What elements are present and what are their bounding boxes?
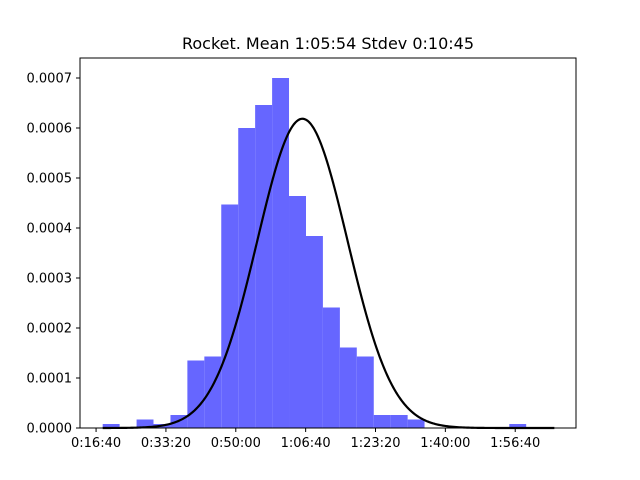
histogram-bar-4 bbox=[187, 360, 205, 428]
x-tick-label-1: 0:33:20 bbox=[141, 436, 191, 451]
histogram-bar-5 bbox=[204, 356, 222, 428]
plot-frame bbox=[79, 57, 577, 429]
histogram-bar-18 bbox=[509, 424, 527, 428]
histogram-bar-9 bbox=[272, 78, 290, 428]
chart-title: Rocket. Mean 1:05:54 Stdev 0:10:45 bbox=[182, 34, 474, 53]
y-tick-label-1: 0.0001 bbox=[27, 372, 73, 387]
x-tick-label-0: 0:16:40 bbox=[71, 436, 121, 451]
histogram-bar-14 bbox=[356, 356, 374, 428]
x-tick-label-6: 1:56:40 bbox=[490, 436, 540, 451]
x-tick-label-3: 1:06:40 bbox=[281, 436, 331, 451]
y-tick-label-4: 0.0004 bbox=[27, 222, 73, 237]
x-axis-ticks: 0:16:40 0:33:20 0:50:00 1:06:40 1:23:20 1:40:… bbox=[71, 428, 540, 451]
y-tick-label-0: 0.0000 bbox=[27, 422, 73, 437]
histogram-bar-8 bbox=[255, 105, 273, 428]
histogram-bar-12 bbox=[322, 307, 340, 428]
x-tick-label-4: 1:23:20 bbox=[350, 436, 400, 451]
histogram-bar-7 bbox=[238, 128, 256, 428]
y-tick-label-3: 0.0003 bbox=[27, 272, 73, 287]
histogram-bar-0 bbox=[102, 424, 120, 428]
histogram-bar-13 bbox=[339, 347, 357, 428]
x-tick-label-5: 1:40:00 bbox=[420, 436, 470, 451]
histogram-bar-16 bbox=[390, 415, 408, 428]
y-axis-ticks: 0.0000 0.0001 0.0002 0.0003 0.0004 0.0005 0.00… bbox=[27, 72, 80, 437]
y-tick-label-2: 0.0002 bbox=[27, 322, 73, 337]
y-tick-label-5: 0.0005 bbox=[27, 172, 73, 187]
histogram-bar-10 bbox=[289, 196, 306, 428]
x-tick-label-2: 0:50:00 bbox=[211, 436, 261, 451]
histogram-bar-1 bbox=[136, 419, 154, 428]
histogram-bar-11 bbox=[305, 236, 323, 428]
y-tick-label-7: 0.0007 bbox=[27, 72, 73, 87]
histogram-bar-15 bbox=[373, 415, 391, 428]
histogram-bar-6 bbox=[221, 204, 239, 428]
y-tick-label-6: 0.0006 bbox=[27, 122, 73, 137]
histogram-bar-17 bbox=[407, 419, 425, 428]
